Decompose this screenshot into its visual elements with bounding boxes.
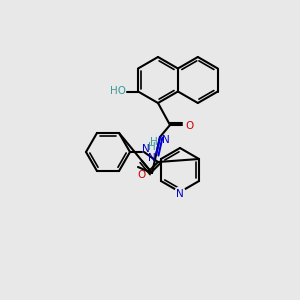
- Text: N: N: [176, 189, 184, 199]
- Text: N: N: [148, 153, 156, 163]
- Text: H: H: [150, 137, 158, 147]
- Circle shape: [175, 187, 185, 197]
- Text: H: H: [148, 142, 156, 152]
- Text: N: N: [142, 144, 150, 154]
- Text: O: O: [138, 170, 146, 180]
- Text: O: O: [185, 121, 193, 131]
- Text: N: N: [162, 135, 170, 145]
- Text: HO: HO: [110, 86, 126, 97]
